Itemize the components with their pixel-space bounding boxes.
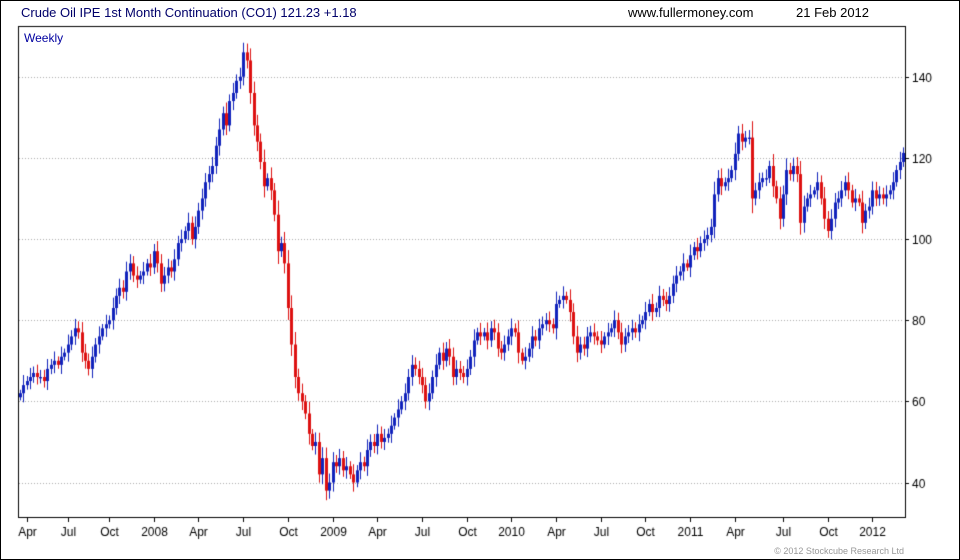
chart-title: Crude Oil IPE 1st Month Continuation (CO… <box>21 5 357 20</box>
site-link[interactable]: www.fullermoney.com <box>628 5 754 20</box>
chart-date: 21 Feb 2012 <box>796 5 870 20</box>
interval-label: Weekly <box>24 31 64 45</box>
copyright-notice: © 2012 Stockcube Research Ltd <box>774 546 904 556</box>
